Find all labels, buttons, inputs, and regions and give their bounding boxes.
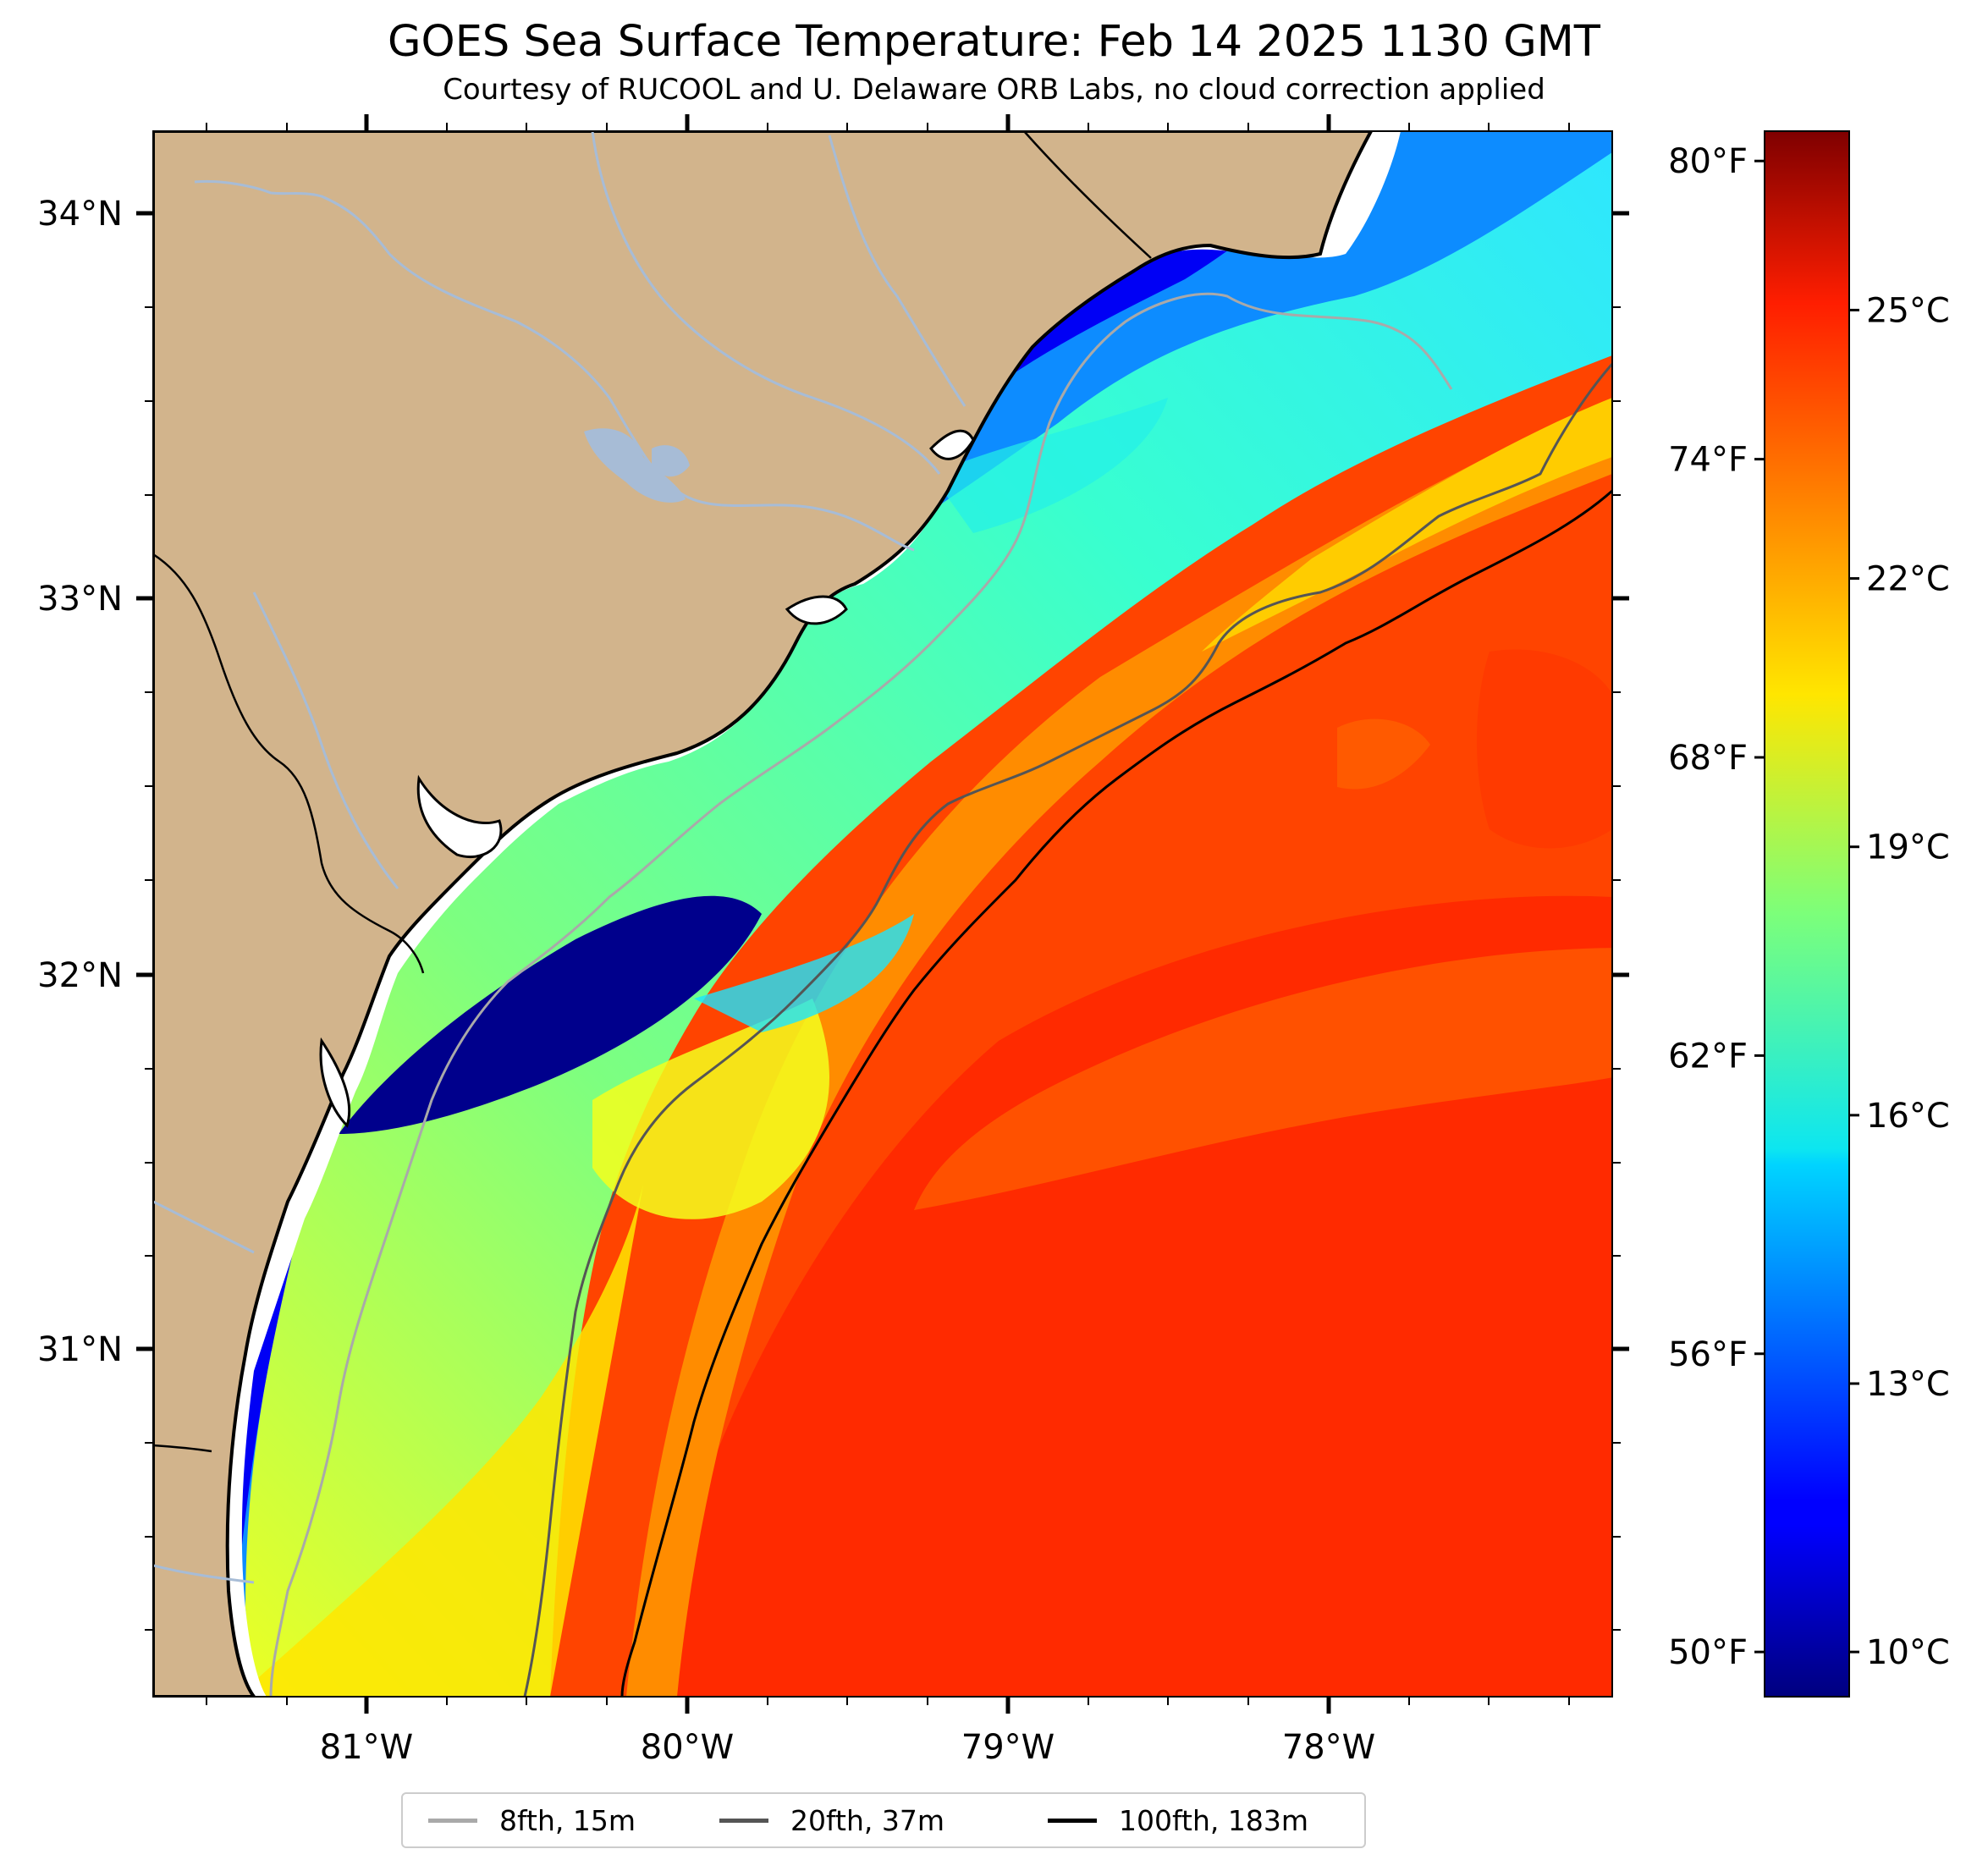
sst-mixed-zone bbox=[914, 948, 1612, 1210]
lake-marion bbox=[584, 428, 686, 503]
lake-moultrie bbox=[652, 445, 690, 477]
lat-label-33: 33°N bbox=[37, 580, 123, 619]
river-waccamaw bbox=[828, 135, 966, 407]
map-frame bbox=[152, 130, 1613, 1698]
isobath-20fth bbox=[523, 363, 1612, 1697]
colorbar-f-label: 50°F bbox=[1668, 1633, 1748, 1672]
lat-minor-ticks bbox=[145, 306, 1621, 1631]
legend-item-20fth: 20fth, 37m bbox=[719, 1794, 944, 1846]
sst-gs-north bbox=[1202, 131, 1612, 652]
map-panel bbox=[153, 131, 1612, 1697]
river-altamaha bbox=[153, 1200, 255, 1254]
sst-navy-core bbox=[339, 895, 762, 1134]
lon-label-79: 79°W bbox=[961, 1728, 1055, 1767]
inlet-winyah bbox=[929, 429, 975, 460]
sst-eddy-patch bbox=[1337, 718, 1430, 790]
lat-labels: 34°N 33°N 32°N 31°N bbox=[37, 195, 123, 1369]
sst-eddy-ne bbox=[1477, 649, 1612, 849]
sst-cyan-plume-north bbox=[931, 398, 1168, 533]
isobath-8fth bbox=[269, 292, 1453, 1697]
colorbar-c-label: 25°C bbox=[1866, 291, 1950, 330]
legend-swatch-20fth bbox=[719, 1818, 768, 1823]
colorbar bbox=[1764, 130, 1850, 1698]
colorbar-f-label: 56°F bbox=[1668, 1335, 1748, 1374]
sst-cyan-plume bbox=[694, 914, 914, 1032]
colorbar-celsius-axis: 25°C 22°C 19°C 16°C 13°C 10°C bbox=[1849, 291, 1950, 1672]
colorbar-f-label: 62°F bbox=[1668, 1037, 1748, 1076]
sst-yellow-south bbox=[237, 1185, 643, 1697]
lat-label-31: 31°N bbox=[37, 1330, 123, 1369]
figure-title: GOES Sea Surface Temperature: Feb 14 202… bbox=[388, 17, 1600, 67]
lat-label-34: 34°N bbox=[37, 195, 123, 234]
lon-label-78: 78°W bbox=[1282, 1728, 1375, 1767]
lon-label-81: 81°W bbox=[320, 1728, 413, 1767]
legend-label-20fth: 20fth, 37m bbox=[790, 1803, 944, 1837]
lon-ticks bbox=[364, 114, 1331, 1714]
legend-label-8fth: 8fth, 15m bbox=[499, 1803, 636, 1837]
river-st-johns bbox=[153, 1564, 255, 1584]
isobath-100fth bbox=[620, 489, 1612, 1697]
isobath-legend: 8fth, 15m 20fth, 37m 100fth, 183m bbox=[401, 1792, 1366, 1848]
river-pee-dee bbox=[591, 131, 941, 475]
lat-ticks bbox=[136, 211, 1629, 1351]
legend-item-8fth: 8fth, 15m bbox=[428, 1794, 636, 1846]
border-nc-sc bbox=[1023, 131, 1152, 259]
colorbar-f-label: 68°F bbox=[1668, 739, 1748, 778]
legend-swatch-8fth bbox=[428, 1818, 477, 1823]
colorbar-c-label: 19°C bbox=[1866, 828, 1950, 867]
colorbar-fahrenheit-axis: 80°F 74°F 68°F 62°F 56°F 50°F bbox=[1668, 142, 1765, 1672]
land bbox=[153, 131, 1374, 1697]
colorbar-c-label: 22°C bbox=[1866, 560, 1950, 599]
inlet-charleston bbox=[785, 595, 848, 625]
border-sc-ga bbox=[153, 553, 425, 974]
colorbar-f-label: 74°F bbox=[1668, 441, 1748, 480]
colorbar-f-label: 80°F bbox=[1668, 142, 1748, 181]
colorbar-c-label: 10°C bbox=[1866, 1633, 1950, 1672]
lon-minor-ticks bbox=[206, 123, 1570, 1705]
inlet-port-royal bbox=[416, 774, 503, 859]
colorbar-c-label: 13°C bbox=[1866, 1365, 1950, 1404]
lat-label-32: 32°N bbox=[37, 956, 123, 995]
legend-swatch-100fth bbox=[1048, 1818, 1097, 1823]
border-ga-fl bbox=[153, 1444, 212, 1453]
inlet-st-simons bbox=[319, 1037, 351, 1128]
river-santee bbox=[194, 179, 915, 552]
lon-labels: 81°W 80°W 79°W 78°W bbox=[320, 1728, 1375, 1767]
legend-item-100fth: 100fth, 183m bbox=[1048, 1794, 1308, 1846]
lon-label-80: 80°W bbox=[641, 1728, 734, 1767]
colorbar-c-label: 16°C bbox=[1866, 1097, 1950, 1136]
legend-label-100fth: 100fth, 183m bbox=[1119, 1803, 1308, 1837]
figure-subtitle: Courtesy of RUCOOL and U. Delaware ORB L… bbox=[443, 73, 1545, 107]
sst-yellow-mid bbox=[592, 999, 829, 1219]
river-savannah bbox=[252, 592, 399, 889]
